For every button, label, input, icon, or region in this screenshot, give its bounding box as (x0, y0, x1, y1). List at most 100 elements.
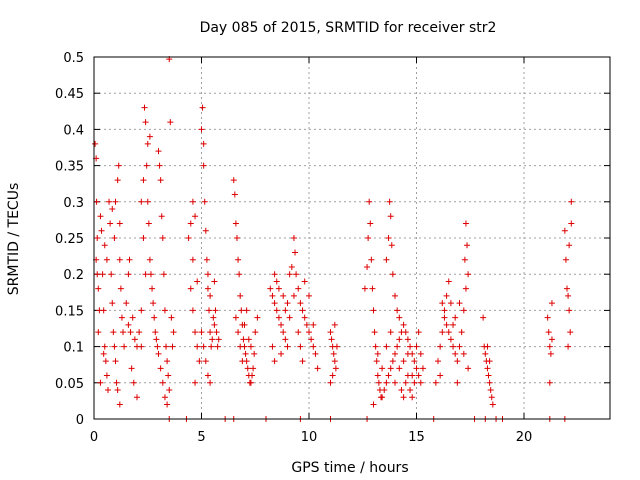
data-point (450, 321, 457, 328)
data-point (441, 307, 448, 314)
data-point (165, 372, 172, 379)
data-point (237, 292, 244, 299)
data-point (235, 329, 242, 336)
data-point (385, 235, 392, 241)
data-point (204, 271, 211, 278)
data-point (368, 256, 375, 263)
data-point (153, 336, 160, 343)
data-point (138, 307, 145, 314)
data-point (98, 227, 105, 234)
data-point (240, 336, 247, 343)
y-tick-label: 0.2 (63, 268, 84, 283)
data-point (136, 329, 143, 336)
data-point (168, 314, 175, 321)
data-point (484, 365, 491, 372)
data-point (566, 242, 573, 249)
data-point (97, 213, 104, 220)
data-point (117, 285, 124, 292)
data-point (101, 343, 108, 350)
data-point (284, 300, 291, 307)
data-point (241, 321, 248, 328)
data-point (112, 358, 119, 365)
data-point (306, 292, 312, 299)
data-point (107, 220, 114, 227)
y-tick-label: 0.25 (55, 232, 84, 247)
data-point (196, 358, 203, 365)
data-point (187, 285, 194, 292)
data-point (127, 329, 134, 336)
data-point (282, 336, 289, 343)
data-point (567, 329, 574, 336)
data-point (383, 256, 390, 263)
y-tick-label: 0.5 (63, 51, 84, 66)
data-point (203, 256, 210, 263)
data-point (413, 365, 420, 372)
data-point (214, 343, 221, 350)
data-point (164, 401, 171, 408)
data-point (232, 314, 239, 321)
data-point (159, 379, 166, 386)
data-point (210, 314, 217, 321)
data-point (280, 329, 287, 336)
data-point (374, 372, 381, 379)
data-point (387, 329, 394, 336)
data-point (238, 307, 245, 314)
data-point (437, 343, 444, 350)
data-point (140, 177, 147, 184)
data-point (413, 343, 420, 350)
data-point (157, 177, 164, 184)
x-tick-label: 10 (301, 430, 318, 445)
data-point (379, 394, 386, 401)
y-axis-label: SRMTID / TECUs (6, 183, 22, 296)
data-point (464, 242, 471, 249)
data-point (373, 358, 380, 365)
data-point (198, 329, 205, 336)
y-tick-label: 0.05 (55, 377, 84, 392)
data-point (398, 387, 405, 394)
data-point (252, 329, 259, 336)
grid (94, 57, 610, 419)
data-point (271, 358, 278, 365)
data-point (301, 314, 308, 321)
y-tick-label: 0.35 (55, 160, 84, 175)
data-point (112, 198, 119, 205)
data-point (432, 379, 439, 386)
data-point (198, 126, 205, 133)
data-point (155, 148, 162, 155)
data-point (389, 358, 396, 365)
data-point (128, 365, 135, 372)
data-point (458, 329, 465, 336)
data-point (95, 329, 102, 336)
data-point (385, 372, 392, 379)
data-point (142, 271, 149, 278)
data-point (99, 271, 106, 278)
data-point (194, 278, 201, 285)
data-point (267, 285, 274, 292)
data-point (249, 372, 256, 379)
data-point (151, 314, 158, 321)
data-point (331, 358, 338, 365)
data-point (374, 350, 381, 357)
data-point (144, 140, 151, 147)
data-point (388, 242, 395, 249)
data-point (94, 271, 101, 278)
data-point (486, 379, 493, 386)
data-point (201, 198, 208, 205)
data-point (332, 365, 339, 372)
data-point (169, 343, 176, 350)
data-point (275, 314, 282, 321)
data-point (379, 365, 386, 372)
data-point (204, 372, 211, 379)
data-point (200, 162, 207, 169)
data-point (100, 307, 107, 314)
data-point (120, 329, 127, 336)
data-point (402, 329, 409, 336)
data-point (383, 379, 390, 386)
data-point (130, 379, 137, 386)
data-point (150, 300, 157, 307)
data-point (207, 292, 214, 299)
data-point (109, 206, 116, 213)
data-point (396, 314, 403, 321)
chart-title: Day 085 of 2015, SRMTID for receiver str… (200, 20, 497, 36)
data-point (437, 372, 444, 379)
